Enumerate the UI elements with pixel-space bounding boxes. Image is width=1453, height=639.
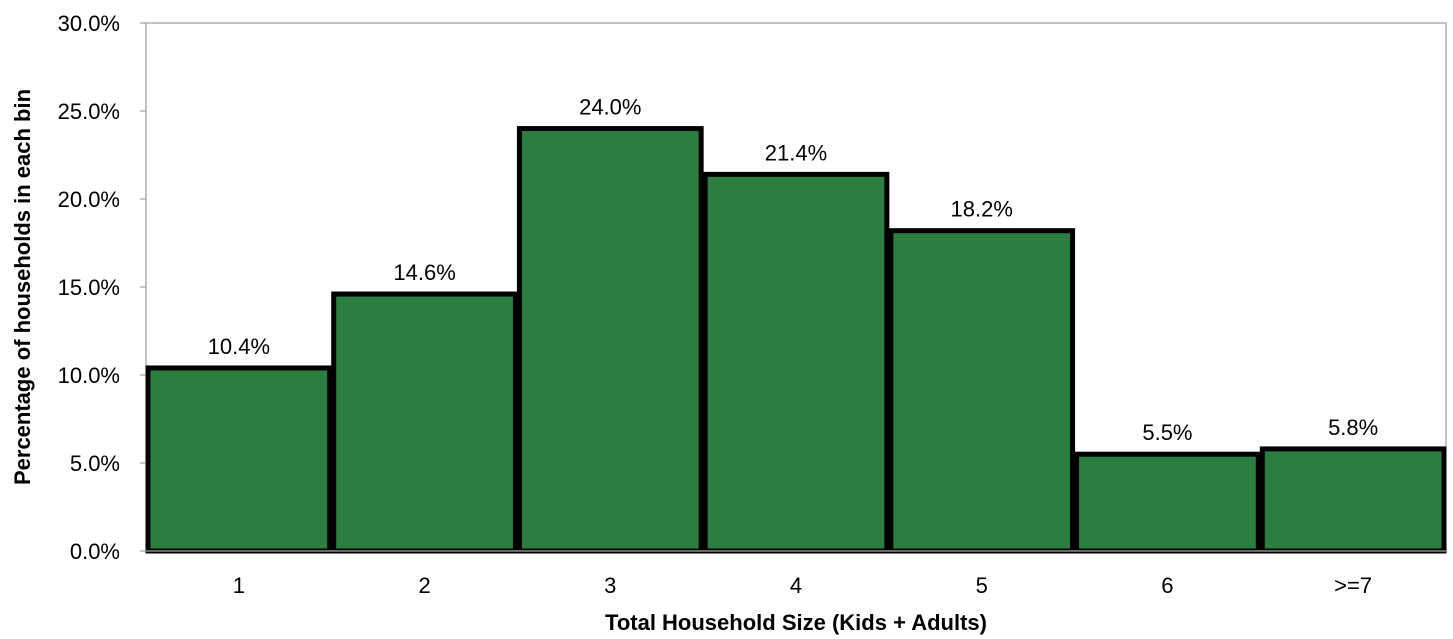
data-label-1: 14.6% (393, 260, 455, 285)
x-axis-ticks: 1 2 3 4 5 6 >=7 (233, 573, 1372, 598)
x-tick-label: 6 (1161, 573, 1173, 598)
bar-2 (516, 126, 704, 554)
y-tick-label: 25.0% (58, 99, 120, 124)
y-tick-label: 0.0% (70, 539, 120, 564)
x-axis-title: Total Household Size (Kids + Adults) (605, 610, 987, 635)
x-tick-label: 4 (790, 573, 802, 598)
data-label-2: 24.0% (579, 95, 641, 120)
bar-0 (145, 365, 333, 554)
y-tick-label: 5.0% (70, 451, 120, 476)
x-tick-label: 2 (418, 573, 430, 598)
bar-1 (331, 291, 518, 554)
bar-5 (1074, 451, 1261, 554)
data-label-5: 5.5% (1142, 420, 1192, 445)
data-labels-group: 10.4% 14.6% 24.0% 21.4% 18.2% 5.5% 5.8% (208, 95, 1379, 446)
y-tick-label: 30.0% (58, 11, 120, 36)
data-label-4: 18.2% (951, 197, 1013, 222)
y-tick-label: 10.0% (58, 363, 120, 388)
bar-6 (1259, 446, 1447, 554)
bar-4 (888, 228, 1076, 554)
x-tick-label: 3 (604, 573, 616, 598)
data-label-0: 10.4% (208, 334, 270, 359)
bar-3 (702, 171, 890, 554)
x-tick-label: >=7 (1334, 573, 1372, 598)
y-axis-ticks: 0.0% 5.0% 10.0% 15.0% 20.0% 25.0% 30.0% (58, 11, 146, 564)
y-tick-label: 20.0% (58, 187, 120, 212)
x-tick-label: 1 (233, 573, 245, 598)
y-tick-label: 15.0% (58, 275, 120, 300)
data-label-3: 21.4% (765, 140, 827, 165)
y-axis-title: Percentage of households in each bin (10, 89, 35, 485)
bars-group (145, 126, 1447, 554)
data-label-6: 5.8% (1328, 415, 1378, 440)
x-tick-label: 5 (976, 573, 988, 598)
